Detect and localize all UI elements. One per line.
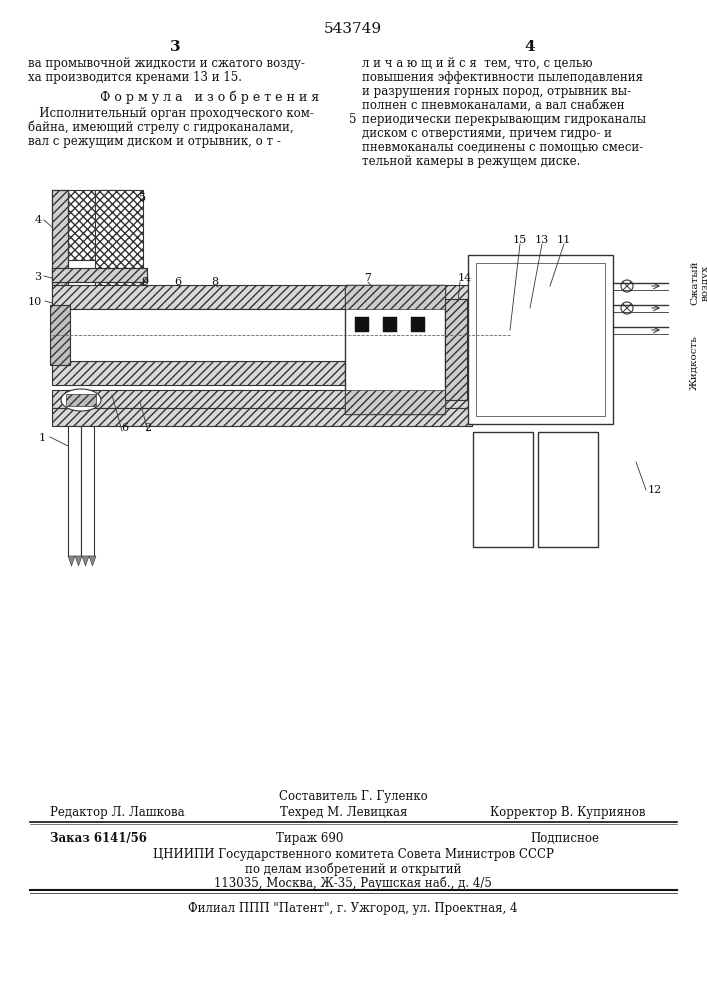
Text: Сжатый
воздух: Сжатый воздух: [690, 261, 707, 305]
Bar: [345, 390, 445, 414]
Text: байна, имеющий стрелу с гидроканалами,: байна, имеющий стрелу с гидроканалами,: [28, 121, 293, 134]
Bar: [345, 285, 445, 309]
Text: ЦНИИПИ Государственного комитета Совета Министров СССР: ЦНИИПИ Государственного комитета Совета …: [153, 848, 554, 861]
Polygon shape: [75, 556, 82, 566]
Ellipse shape: [61, 389, 101, 411]
Bar: [476, 263, 605, 416]
Text: 2: 2: [144, 423, 151, 433]
Text: 11: 11: [557, 235, 571, 245]
Text: 5: 5: [349, 113, 356, 126]
Polygon shape: [68, 556, 75, 566]
Text: повышения эффективности пылеподавления: повышения эффективности пылеподавления: [362, 71, 643, 84]
Bar: [473, 432, 533, 547]
Bar: [52, 408, 472, 426]
Bar: [52, 285, 510, 309]
Text: 6: 6: [175, 277, 182, 287]
Polygon shape: [82, 556, 89, 566]
Bar: [52, 285, 510, 309]
Bar: [52, 268, 147, 282]
Text: 3: 3: [170, 40, 180, 54]
Text: Подписное: Подписное: [530, 832, 599, 845]
Bar: [411, 317, 425, 332]
Text: Редактор Л. Лашкова: Редактор Л. Лашкова: [50, 806, 185, 819]
Text: 113035, Москва, Ж-35, Раушская наб., д. 4/5: 113035, Москва, Ж-35, Раушская наб., д. …: [214, 876, 492, 890]
Text: 5: 5: [139, 193, 146, 203]
Text: 8: 8: [211, 277, 218, 287]
Polygon shape: [89, 556, 96, 566]
Text: Заказ 6141/56: Заказ 6141/56: [50, 832, 147, 845]
Polygon shape: [52, 190, 130, 260]
Bar: [50, 305, 70, 365]
Bar: [345, 285, 445, 414]
Text: Филиал ППП "Патент", г. Ужгород, ул. Проектная, 4: Филиал ППП "Патент", г. Ужгород, ул. Про…: [188, 902, 518, 915]
Bar: [52, 390, 472, 408]
Text: 543749: 543749: [324, 22, 382, 36]
Text: Жидкость: Жидкость: [690, 336, 699, 390]
Bar: [95, 190, 143, 290]
Text: диском с отверстиями, причем гидро- и: диском с отверстиями, причем гидро- и: [362, 127, 612, 140]
Text: полнен с пневмоканалами, а вал снабжен: полнен с пневмоканалами, а вал снабжен: [362, 99, 624, 112]
Text: 4: 4: [525, 40, 535, 54]
Bar: [66, 394, 96, 406]
Text: 13: 13: [535, 235, 549, 245]
Bar: [538, 432, 598, 547]
Bar: [52, 309, 510, 361]
Text: л и ч а ю щ и й с я  тем, что, с целью: л и ч а ю щ и й с я тем, что, с целью: [362, 57, 592, 70]
Bar: [52, 361, 510, 385]
Bar: [52, 408, 472, 426]
Text: 10: 10: [28, 297, 42, 307]
Text: периодически перекрывающим гидроканалы: периодически перекрывающим гидроканалы: [362, 113, 646, 126]
Text: 15: 15: [513, 235, 527, 245]
Bar: [355, 317, 369, 332]
Text: ва промывочной жидкости и сжатого возду-: ва промывочной жидкости и сжатого возду-: [28, 57, 305, 70]
Text: 9: 9: [141, 277, 148, 287]
Text: по делам изобретений и открытий: по делам изобретений и открытий: [245, 862, 461, 876]
Text: 14: 14: [458, 273, 472, 283]
Bar: [50, 305, 70, 365]
Text: вал с режущим диском и отрывник, о т -: вал с режущим диском и отрывник, о т -: [28, 135, 281, 148]
Text: 3: 3: [35, 272, 42, 282]
Bar: [445, 299, 467, 400]
Bar: [68, 426, 81, 556]
Text: тельной камеры в режущем диске.: тельной камеры в режущем диске.: [362, 155, 580, 168]
Text: Ф о р м у л а   и з о б р е т е н и я: Ф о р м у л а и з о б р е т е н и я: [100, 91, 319, 104]
Text: 12: 12: [648, 485, 662, 495]
Bar: [468, 255, 613, 424]
Bar: [445, 299, 467, 400]
Text: Техред М. Левицкая: Техред М. Левицкая: [280, 806, 407, 819]
Circle shape: [621, 302, 633, 314]
Bar: [52, 390, 472, 408]
Text: 6: 6: [122, 423, 129, 433]
Text: 1: 1: [38, 433, 45, 443]
Text: ха производится кренами 13 и 15.: ха производится кренами 13 и 15.: [28, 71, 242, 84]
Text: 7: 7: [365, 273, 371, 283]
Bar: [52, 268, 147, 282]
Bar: [383, 317, 397, 332]
Bar: [52, 361, 510, 385]
Bar: [52, 190, 68, 340]
Text: 4: 4: [35, 215, 42, 225]
Bar: [81, 426, 94, 556]
Text: Корректор В. Куприянов: Корректор В. Куприянов: [490, 806, 645, 819]
Text: Составитель Г. Гуленко: Составитель Г. Гуленко: [279, 790, 427, 803]
Bar: [52, 190, 68, 340]
Text: и разрушения горных пород, отрывник вы-: и разрушения горных пород, отрывник вы-: [362, 85, 631, 98]
Text: Исполнительный орган проходческого ком-: Исполнительный орган проходческого ком-: [28, 107, 314, 120]
Text: пневмоканалы соединены с помощью смеси-: пневмоканалы соединены с помощью смеси-: [362, 141, 643, 154]
Text: Тираж 690: Тираж 690: [276, 832, 344, 845]
Circle shape: [621, 280, 633, 292]
